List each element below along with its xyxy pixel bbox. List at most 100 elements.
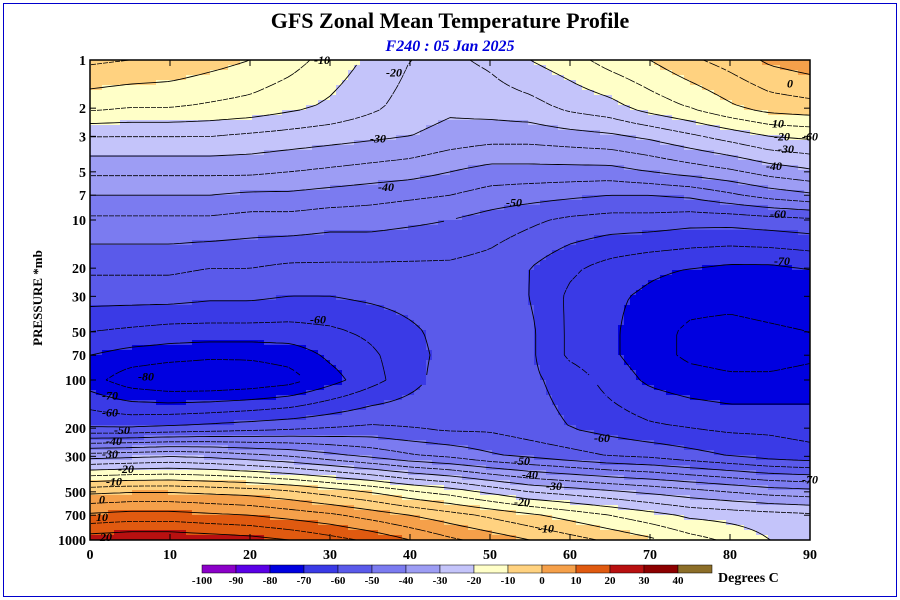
- contour-cell: [420, 235, 427, 241]
- contour-cell: [480, 130, 487, 136]
- contour-cell: [582, 140, 589, 146]
- contour-cell: [702, 260, 709, 266]
- contour-cell: [576, 170, 583, 176]
- contour-cell: [96, 230, 103, 236]
- contour-cell: [624, 115, 631, 121]
- contour-cell: [462, 150, 469, 156]
- contour-cell: [600, 70, 607, 76]
- contour-cell: [588, 75, 595, 81]
- contour-cell: [642, 95, 649, 101]
- contour-cell: [678, 135, 685, 141]
- contour-cell: [162, 215, 169, 221]
- contour-cell: [804, 200, 810, 206]
- contour-cell: [576, 85, 583, 91]
- contour-cell: [276, 225, 283, 231]
- contour-cell: [750, 220, 757, 226]
- contour-cell: [654, 255, 661, 261]
- contour-cell: [132, 135, 139, 141]
- contour-cell: [642, 75, 649, 81]
- contour-cell: [744, 95, 751, 101]
- contour-cell: [258, 100, 265, 106]
- contour-cell: [792, 180, 799, 186]
- contour-cell: [126, 120, 133, 126]
- contour-cell: [390, 205, 397, 211]
- contour-cell: [594, 190, 601, 196]
- contour-cell: [312, 85, 319, 91]
- contour-cell: [252, 245, 259, 251]
- contour-cell: [582, 90, 589, 96]
- contour-cell: [204, 260, 211, 266]
- contour-cell: [120, 215, 127, 221]
- contour-cell: [792, 110, 799, 116]
- contour-cell: [174, 225, 181, 231]
- contour-cell: [564, 190, 571, 196]
- contour-cell: [156, 170, 163, 176]
- contour-cell: [264, 90, 271, 96]
- contour-cell: [804, 60, 810, 66]
- contour-cell: [600, 60, 607, 66]
- contour-cell: [414, 225, 421, 231]
- contour-cell: [216, 195, 223, 201]
- contour-cell: [432, 85, 439, 91]
- contour-cell: [702, 220, 709, 226]
- contour-cell: [522, 210, 529, 216]
- contour-cell: [90, 210, 97, 216]
- contour-cell: [348, 100, 355, 106]
- contour-cell: [366, 90, 373, 96]
- contour-cell: [204, 95, 211, 101]
- contour-cell: [318, 60, 325, 66]
- contour-cell: [654, 225, 661, 231]
- contour-cell: [504, 235, 511, 241]
- contour-cell: [336, 255, 343, 261]
- contour-cell: [312, 100, 319, 106]
- contour-cell: [420, 245, 427, 251]
- contour-cell: [204, 80, 211, 86]
- contour-cell: [486, 225, 493, 231]
- contour-cell: [474, 185, 481, 191]
- contour-cell: [222, 265, 229, 271]
- contour-cell: [228, 190, 235, 196]
- contour-cell: [516, 195, 523, 201]
- contour-cell: [510, 120, 517, 126]
- contour-cell: [138, 130, 145, 136]
- contour-cell: [678, 60, 685, 66]
- contour-cell: [552, 150, 559, 156]
- contour-cell: [360, 125, 367, 131]
- contour-cell: [288, 90, 295, 96]
- contour-cell: [642, 195, 649, 201]
- contour-cell: [138, 245, 145, 251]
- contour-cell: [504, 230, 511, 236]
- contour-cell: [252, 185, 259, 191]
- contour-cell: [288, 75, 295, 81]
- contour-cell: [234, 255, 241, 261]
- contour-cell: [402, 80, 409, 86]
- contour-cell: [324, 110, 331, 116]
- contour-cell: [234, 235, 241, 241]
- contour-cell: [696, 150, 703, 156]
- contour-cell: [720, 90, 727, 96]
- contour-cell: [216, 70, 223, 76]
- contour-cell: [192, 160, 199, 166]
- contour-cell: [432, 195, 439, 201]
- contour-cell: [744, 180, 751, 186]
- contour-cell: [492, 100, 499, 106]
- contour-cell: [510, 105, 517, 111]
- contour-cell: [792, 85, 799, 91]
- contour-cell: [516, 85, 523, 91]
- contour-cell: [414, 220, 421, 226]
- contour-cell: [210, 70, 217, 76]
- contour-cell: [210, 135, 217, 141]
- contour-cell: [510, 110, 517, 116]
- contour-cell: [282, 140, 289, 146]
- contour-cell: [174, 170, 181, 176]
- contour-cell: [516, 130, 523, 136]
- contour-cell: [462, 160, 469, 166]
- contour-cell: [408, 220, 415, 226]
- contour-cell: [342, 265, 349, 271]
- contour-cell: [354, 215, 361, 221]
- contour-cell: [252, 155, 259, 161]
- contour-cell: [774, 235, 781, 241]
- contour-cell: [732, 210, 739, 216]
- contour-cell: [462, 210, 469, 216]
